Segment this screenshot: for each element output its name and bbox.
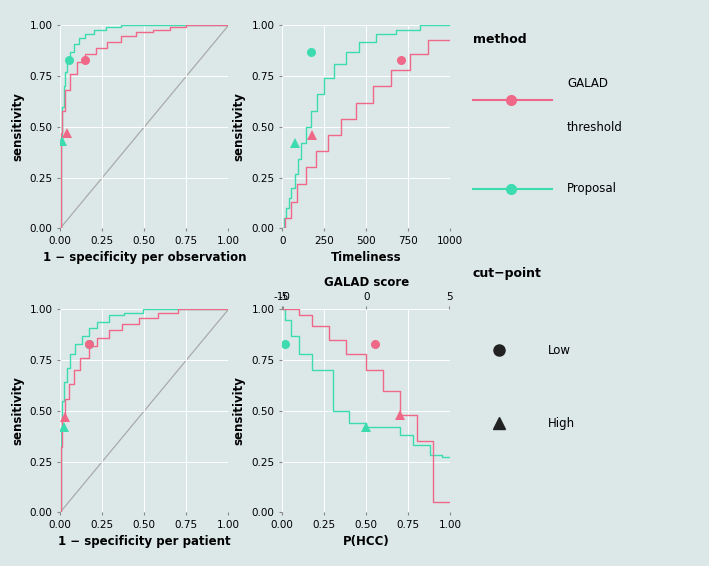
- X-axis label: 1 − specificity per observation: 1 − specificity per observation: [43, 251, 246, 264]
- X-axis label: GALAD score: GALAD score: [323, 276, 409, 289]
- Y-axis label: sensitivity: sensitivity: [11, 376, 24, 445]
- X-axis label: 1 − specificity per patient: 1 − specificity per patient: [58, 535, 230, 548]
- Y-axis label: sensitivity: sensitivity: [11, 92, 24, 161]
- Text: cut−point: cut−point: [473, 267, 542, 280]
- X-axis label: P(HCC): P(HCC): [342, 535, 389, 548]
- Text: Low: Low: [547, 344, 571, 357]
- X-axis label: Timeliness: Timeliness: [331, 251, 401, 264]
- Y-axis label: sensitivity: sensitivity: [233, 92, 246, 161]
- Text: method: method: [473, 33, 527, 46]
- Text: High: High: [547, 417, 575, 430]
- Text: Proposal: Proposal: [567, 182, 617, 195]
- Text: GALAD: GALAD: [567, 77, 608, 90]
- Y-axis label: sensitivity: sensitivity: [233, 376, 246, 445]
- Text: threshold: threshold: [567, 121, 623, 134]
